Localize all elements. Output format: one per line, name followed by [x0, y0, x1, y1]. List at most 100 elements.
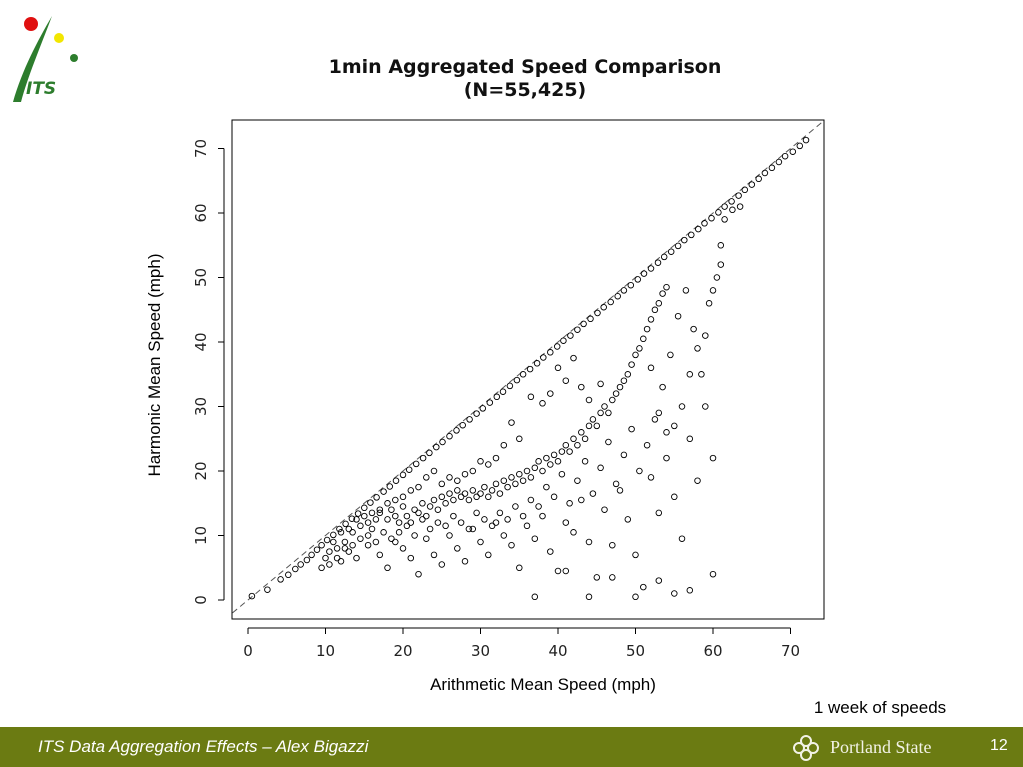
data-point-5 — [297, 561, 304, 568]
data-point-153 — [620, 377, 628, 384]
data-point-31 — [459, 421, 466, 429]
data-point-163 — [659, 290, 666, 297]
data-point-117 — [481, 483, 488, 491]
data-point-107 — [442, 500, 449, 507]
data-point-283 — [457, 519, 465, 526]
data-point-217 — [469, 525, 477, 533]
data-point-190 — [392, 496, 399, 504]
data-point-154 — [624, 371, 632, 378]
data-point-263 — [612, 480, 620, 488]
data-point-99 — [411, 506, 418, 513]
data-point-210 — [415, 570, 422, 578]
data-point-194 — [361, 512, 368, 520]
data-point-273 — [535, 503, 542, 510]
data-point-37 — [499, 388, 507, 395]
data-point-261 — [628, 425, 635, 433]
data-point-238 — [632, 551, 639, 559]
data-point-193 — [368, 509, 376, 517]
data-point-129 — [527, 474, 535, 481]
data-point-254 — [682, 287, 690, 294]
data-point-257 — [659, 383, 666, 391]
page-number: 12 — [990, 737, 1008, 754]
data-point-231 — [578, 496, 585, 504]
data-point-41 — [526, 365, 534, 373]
data-point-250 — [690, 325, 697, 333]
data-point-213 — [438, 561, 446, 568]
data-point-291 — [395, 529, 403, 536]
data-point-63 — [674, 242, 682, 250]
data-point-305 — [632, 593, 639, 601]
data-point-243 — [671, 493, 678, 501]
data-point-116 — [477, 490, 484, 497]
data-point-86 — [349, 529, 356, 536]
data-point-158 — [640, 335, 647, 343]
data-point-25 — [419, 454, 427, 462]
data-point-155 — [628, 361, 635, 368]
data-point-105 — [434, 506, 442, 513]
data-point-96 — [399, 503, 407, 510]
data-point-97 — [403, 512, 411, 520]
y-tick-label: 60 — [192, 203, 210, 222]
data-point-186 — [423, 474, 430, 481]
data-point-80 — [789, 148, 797, 155]
x-axis-label: Arithmetic Mean Speed (mph) — [430, 675, 656, 694]
data-point-133 — [543, 454, 550, 462]
data-point-42 — [533, 360, 541, 367]
data-point-236 — [616, 487, 624, 494]
data-point-171 — [547, 390, 554, 397]
x-tick-label: 60 — [703, 642, 722, 660]
data-point-169 — [562, 377, 570, 384]
data-point-182 — [454, 477, 461, 484]
data-point-143 — [581, 435, 589, 443]
data-point-39 — [513, 376, 521, 384]
data-point-282 — [465, 525, 473, 533]
data-point-50 — [587, 315, 594, 323]
data-point-95 — [395, 519, 403, 526]
data-point-17 — [367, 499, 374, 506]
data-point-57 — [634, 276, 642, 283]
data-point-114 — [469, 487, 477, 494]
data-point-22 — [399, 471, 407, 479]
data-point-206 — [384, 564, 391, 572]
data-point-3 — [285, 571, 292, 579]
data-point-134 — [547, 461, 554, 468]
data-point-72 — [735, 192, 742, 199]
data-point-235 — [609, 541, 616, 549]
data-point-9 — [318, 541, 325, 549]
data-point-118 — [485, 493, 492, 501]
data-point-227 — [547, 548, 554, 555]
data-point-58 — [640, 270, 648, 277]
data-point-203 — [353, 554, 360, 562]
data-point-248 — [709, 454, 717, 462]
y-axis: 0 10 20 30 40 50 60 70 — [192, 139, 225, 605]
data-point-262 — [620, 451, 628, 459]
data-point-298 — [341, 545, 349, 552]
data-point-215 — [454, 545, 461, 552]
y-tick-label: 10 — [192, 526, 210, 545]
data-point-40 — [519, 371, 527, 378]
data-point-21 — [392, 477, 400, 484]
data-point-191 — [384, 500, 391, 507]
data-point-33 — [473, 410, 480, 417]
data-point-106 — [438, 493, 446, 501]
data-point-79 — [781, 152, 789, 160]
data-point-52 — [600, 303, 607, 311]
data-point-229 — [562, 519, 570, 526]
data-point-237 — [624, 516, 632, 523]
data-point-297 — [349, 541, 356, 549]
data-point-303 — [671, 590, 678, 597]
data-point-180 — [469, 467, 477, 475]
x-tick-label: 70 — [781, 642, 800, 660]
data-point-135 — [550, 451, 558, 459]
y-tick-label: 30 — [192, 397, 210, 416]
data-point-60 — [654, 259, 662, 266]
data-point-76 — [761, 169, 769, 177]
data-point-47 — [567, 332, 574, 339]
x-tick-label: 40 — [548, 642, 567, 660]
data-point-167 — [570, 354, 577, 362]
data-point-94 — [392, 512, 399, 520]
data-point-68 — [708, 214, 715, 222]
data-point-64 — [681, 236, 688, 244]
data-point-127 — [519, 477, 527, 484]
data-point-251 — [705, 300, 713, 307]
